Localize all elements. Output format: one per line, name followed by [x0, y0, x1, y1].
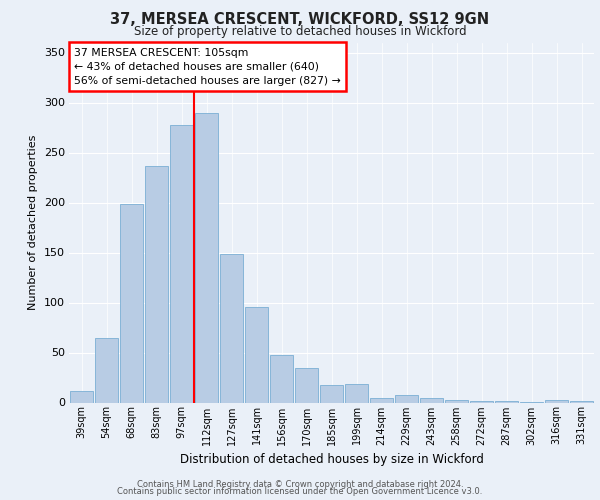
- Bar: [295, 368, 318, 402]
- Bar: [245, 306, 268, 402]
- Text: Contains HM Land Registry data © Crown copyright and database right 2024.: Contains HM Land Registry data © Crown c…: [137, 480, 463, 489]
- Text: 37, MERSEA CRESCENT, WICKFORD, SS12 9GN: 37, MERSEA CRESCENT, WICKFORD, SS12 9GN: [110, 12, 490, 28]
- Bar: [370, 398, 393, 402]
- Bar: [320, 384, 343, 402]
- Bar: [170, 124, 193, 402]
- Bar: [445, 400, 468, 402]
- Bar: [270, 354, 293, 403]
- Bar: [120, 204, 143, 402]
- Text: Size of property relative to detached houses in Wickford: Size of property relative to detached ho…: [134, 25, 466, 38]
- Bar: [545, 400, 568, 402]
- Bar: [495, 400, 518, 402]
- Bar: [345, 384, 368, 402]
- Bar: [220, 254, 243, 402]
- Bar: [395, 394, 418, 402]
- Bar: [195, 112, 218, 403]
- Y-axis label: Number of detached properties: Number of detached properties: [28, 135, 38, 310]
- Text: Contains public sector information licensed under the Open Government Licence v3: Contains public sector information licen…: [118, 488, 482, 496]
- Bar: [420, 398, 443, 402]
- Text: 37 MERSEA CRESCENT: 105sqm
← 43% of detached houses are smaller (640)
56% of sem: 37 MERSEA CRESCENT: 105sqm ← 43% of deta…: [74, 48, 341, 86]
- Bar: [70, 390, 93, 402]
- X-axis label: Distribution of detached houses by size in Wickford: Distribution of detached houses by size …: [179, 453, 484, 466]
- Bar: [570, 400, 593, 402]
- Bar: [145, 166, 168, 402]
- Bar: [470, 400, 493, 402]
- Bar: [95, 338, 118, 402]
